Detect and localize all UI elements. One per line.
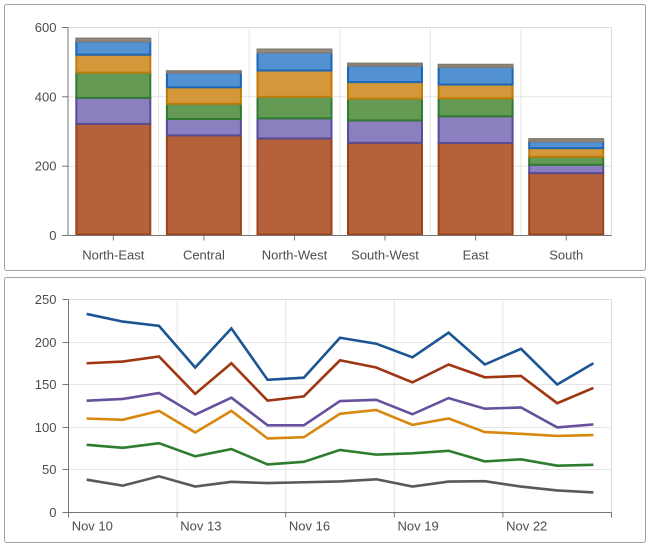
svg-text:400: 400 [35, 89, 57, 104]
svg-text:Nov 10: Nov 10 [72, 519, 113, 534]
svg-text:Nov 19: Nov 19 [398, 519, 439, 534]
svg-text:0: 0 [49, 228, 56, 243]
svg-text:200: 200 [35, 159, 57, 174]
svg-text:150: 150 [35, 377, 57, 392]
svg-text:600: 600 [35, 20, 57, 35]
svg-text:Nov 16: Nov 16 [289, 519, 330, 534]
svg-text:200: 200 [35, 335, 57, 350]
svg-text:100: 100 [35, 420, 57, 435]
svg-text:North-East: North-East [82, 248, 145, 263]
svg-text:East: East [463, 248, 489, 263]
svg-text:250: 250 [35, 292, 57, 307]
svg-text:South-West: South-West [351, 248, 419, 263]
svg-text:North-West: North-West [262, 248, 328, 263]
svg-text:Nov 22: Nov 22 [506, 519, 547, 534]
svg-text:Central: Central [183, 248, 225, 263]
svg-text:South: South [549, 248, 583, 263]
svg-text:Nov 13: Nov 13 [180, 519, 221, 534]
svg-text:50: 50 [42, 462, 56, 477]
svg-text:0: 0 [49, 505, 56, 520]
